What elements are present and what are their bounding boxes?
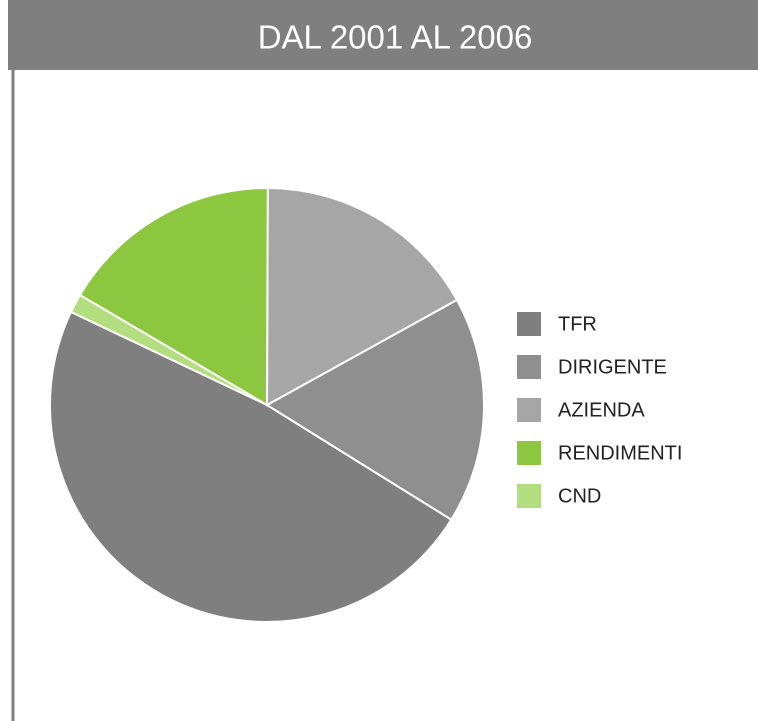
legend-label: DIRIGENTE — [558, 356, 667, 378]
legend-swatch — [517, 355, 541, 379]
legend-label: CND — [558, 485, 601, 507]
chart-title: DAL 2001 AL 2006 — [258, 19, 533, 56]
legend-label: RENDIMENTI — [558, 442, 682, 464]
legend-label: TFR — [558, 313, 597, 335]
legend-label: AZIENDA — [558, 399, 645, 421]
pie-slice — [78, 187, 269, 407]
legend-swatch — [517, 441, 541, 465]
pie-slice — [49, 310, 453, 623]
pie-slice — [69, 293, 268, 406]
legend-swatch — [517, 312, 541, 336]
pie-slice — [265, 298, 485, 521]
legend-swatch — [517, 398, 541, 422]
pie-slice — [265, 186, 459, 407]
legend-swatch — [517, 484, 541, 508]
header-bar — [8, 0, 758, 70]
